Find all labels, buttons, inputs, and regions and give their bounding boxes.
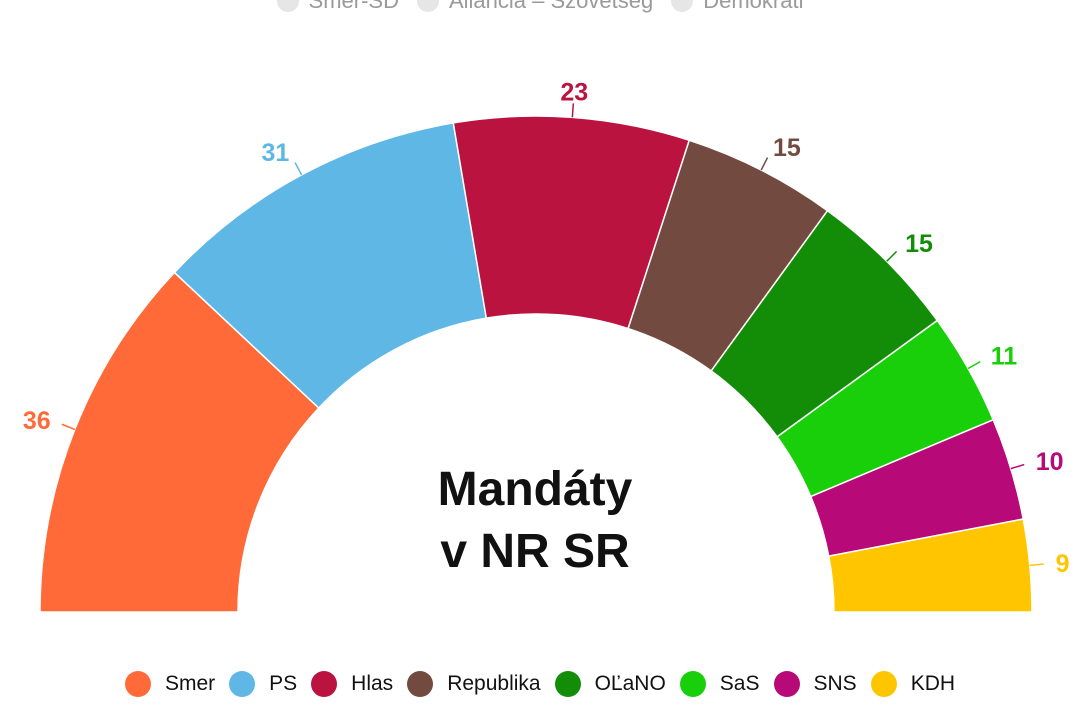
top-legend-item[interactable]: Aliancia – Szövetség — [416, 0, 654, 14]
chart-segments — [39, 115, 1033, 613]
legend-dot-icon — [229, 671, 256, 697]
data-label: 31 — [262, 139, 290, 167]
legend-dot-icon — [124, 671, 151, 697]
leader-line — [571, 103, 575, 118]
top-legend-label: Smer-SD — [308, 0, 399, 13]
chart-leaders — [61, 103, 1044, 567]
chart-title-line-1: Mandáty — [438, 463, 633, 516]
data-label: 10 — [1036, 448, 1064, 476]
chart-title-line-2: v NR SR — [440, 525, 629, 578]
top-legend: Smer-SD Aliancia – Szövetség Demokrati — [0, 0, 1080, 16]
legend-label: PS — [269, 672, 298, 695]
legend-dot-icon — [416, 0, 439, 12]
legend-item[interactable]: SNS — [773, 671, 857, 697]
leader-line — [967, 360, 981, 370]
data-label: 15 — [905, 230, 933, 258]
top-legend-item[interactable]: Smer-SD — [276, 0, 399, 14]
legend-label: SNS — [813, 672, 857, 695]
data-label: 15 — [773, 134, 801, 162]
leader-line — [886, 250, 898, 262]
top-legend-label: Aliancia – Szövetség — [448, 0, 654, 13]
legend-item[interactable]: Smer — [124, 671, 216, 697]
data-label: 9 — [1056, 550, 1070, 578]
top-legend-label: Demokrati — [703, 0, 804, 13]
chart-labels: 36 31 23 15 15 11 10 9 — [23, 78, 1070, 577]
leader-line — [760, 157, 769, 171]
legend-dot-icon — [407, 671, 434, 697]
legend-label: SaS — [719, 672, 760, 695]
leader-line — [294, 162, 303, 176]
legend-item[interactable]: OĽaNO — [554, 671, 666, 697]
chart-legend: Smer PS Hlas Republika OĽaNO SaS SNS KDH — [0, 666, 1080, 702]
legend-item[interactable]: PS — [229, 671, 297, 697]
legend-dot-icon — [311, 671, 338, 697]
top-legend-item[interactable]: Demokrati — [671, 0, 803, 14]
segment-kdh[interactable] — [827, 518, 1033, 613]
legend-dot-icon — [773, 671, 800, 697]
leader-line — [61, 423, 76, 431]
legend-dot-icon — [554, 671, 581, 697]
segment-smer[interactable] — [39, 271, 320, 613]
data-label: 23 — [560, 78, 588, 106]
legend-item[interactable]: KDH — [870, 671, 956, 697]
legend-item[interactable]: Republika — [407, 671, 541, 697]
data-label: 36 — [23, 407, 51, 435]
legend-item[interactable]: Hlas — [311, 671, 393, 697]
legend-dot-icon — [276, 0, 299, 12]
leader-line — [1029, 563, 1044, 567]
legend-label: Republika — [447, 672, 541, 695]
legend-label: OĽaNO — [594, 672, 666, 695]
legend-label: Smer — [164, 672, 216, 695]
legend-item[interactable]: SaS — [679, 671, 760, 697]
legend-label: Hlas — [351, 672, 394, 695]
legend-dot-icon — [870, 671, 897, 697]
data-label: 11 — [991, 343, 1018, 371]
legend-label: KDH — [910, 672, 956, 695]
leader-line — [1010, 463, 1025, 470]
legend-dot-icon — [679, 671, 706, 697]
legend-dot-icon — [671, 0, 694, 12]
